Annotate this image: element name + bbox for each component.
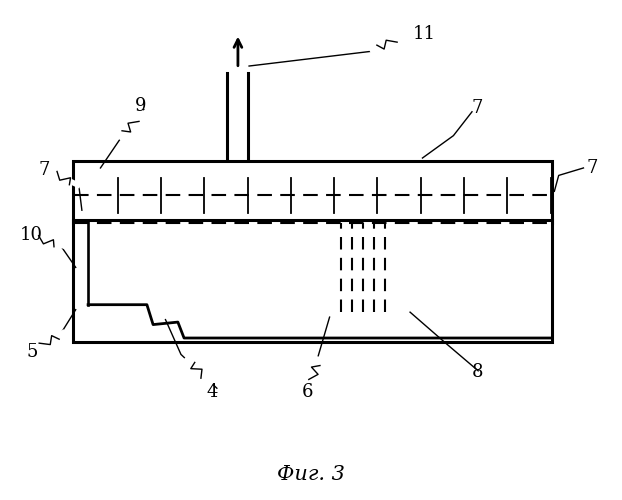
Text: Фиг. 3: Фиг. 3 (277, 464, 345, 483)
Text: 6: 6 (302, 382, 313, 400)
Text: 11: 11 (413, 24, 436, 42)
Text: 4: 4 (207, 382, 218, 400)
Text: 9: 9 (134, 97, 146, 115)
Bar (73, 160, 552, 222)
Text: 8: 8 (472, 363, 483, 381)
Text: 10: 10 (20, 226, 43, 244)
Text: 7: 7 (39, 162, 50, 180)
Bar (73, 220, 552, 342)
Text: 7: 7 (472, 100, 483, 117)
Text: 7: 7 (587, 159, 598, 177)
Text: 5: 5 (26, 343, 37, 361)
